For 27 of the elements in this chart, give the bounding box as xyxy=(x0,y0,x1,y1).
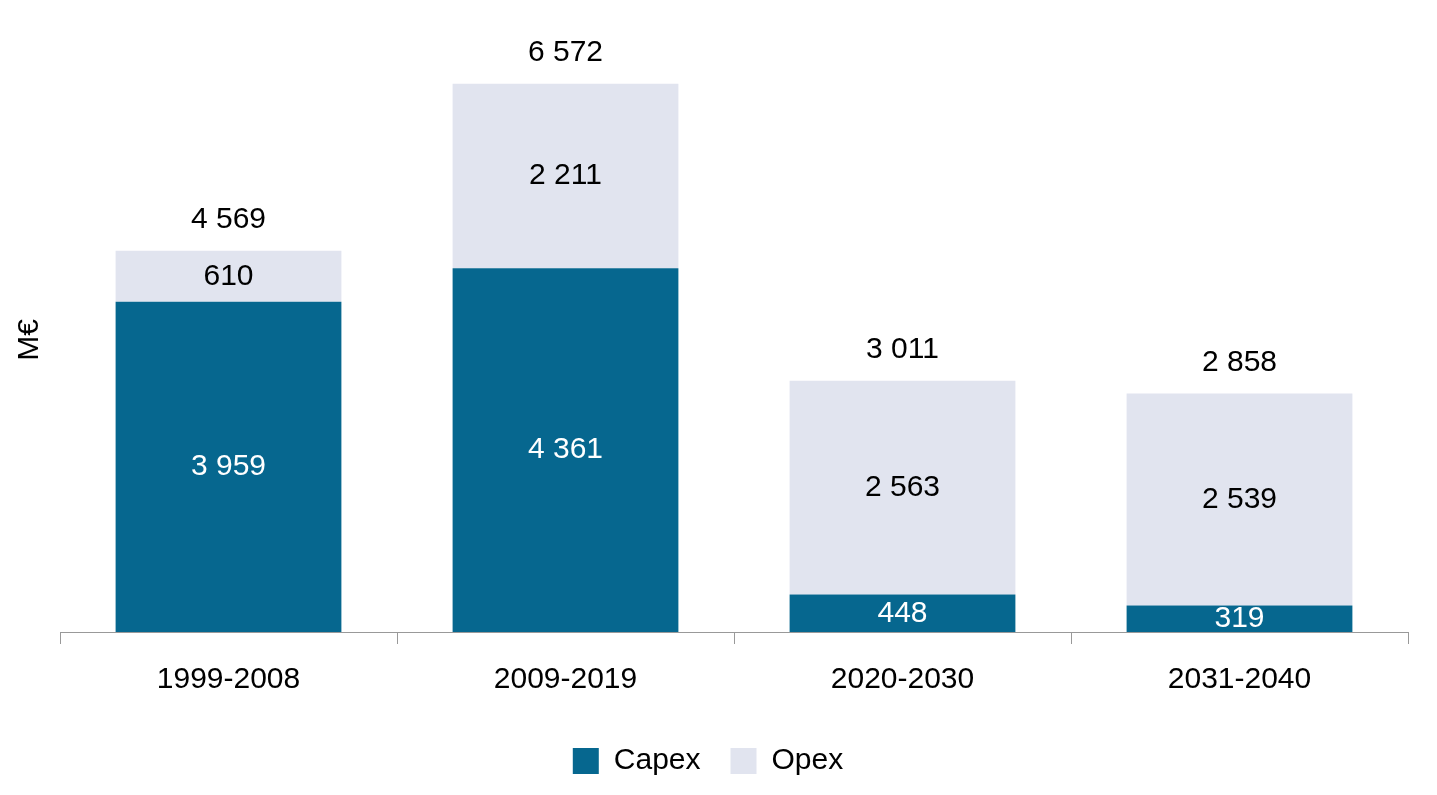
bar xyxy=(115,250,342,302)
total-label: 4 569 xyxy=(190,201,267,235)
x-tick-label: 2031-2040 xyxy=(1167,661,1312,695)
data-label: 2 539 xyxy=(1201,480,1278,514)
bar xyxy=(452,83,679,269)
y-axis-title: M€ xyxy=(11,318,45,361)
bar xyxy=(1126,393,1353,606)
data-label: 319 xyxy=(1214,599,1265,633)
bar xyxy=(115,301,342,632)
bar xyxy=(789,380,1016,595)
bar xyxy=(1126,605,1353,632)
legend-label: Capex xyxy=(613,742,701,776)
data-label: 610 xyxy=(203,257,254,291)
x-tick-label: 1999-2008 xyxy=(156,661,301,695)
legend-label: Opex xyxy=(771,742,844,776)
data-label: 448 xyxy=(877,594,928,628)
x-tick-label: 2020-2030 xyxy=(830,661,975,695)
total-label: 3 011 xyxy=(866,331,939,365)
bar xyxy=(789,594,1016,632)
data-label: 2 211 xyxy=(529,157,602,191)
data-label: 4 361 xyxy=(527,431,604,465)
x-tick-label: 2009-2019 xyxy=(493,661,638,695)
bar xyxy=(452,268,679,632)
total-label: 2 858 xyxy=(1201,343,1278,377)
data-label: 3 959 xyxy=(190,448,267,482)
total-label: 6 572 xyxy=(527,33,604,67)
data-label: 2 563 xyxy=(864,468,941,502)
